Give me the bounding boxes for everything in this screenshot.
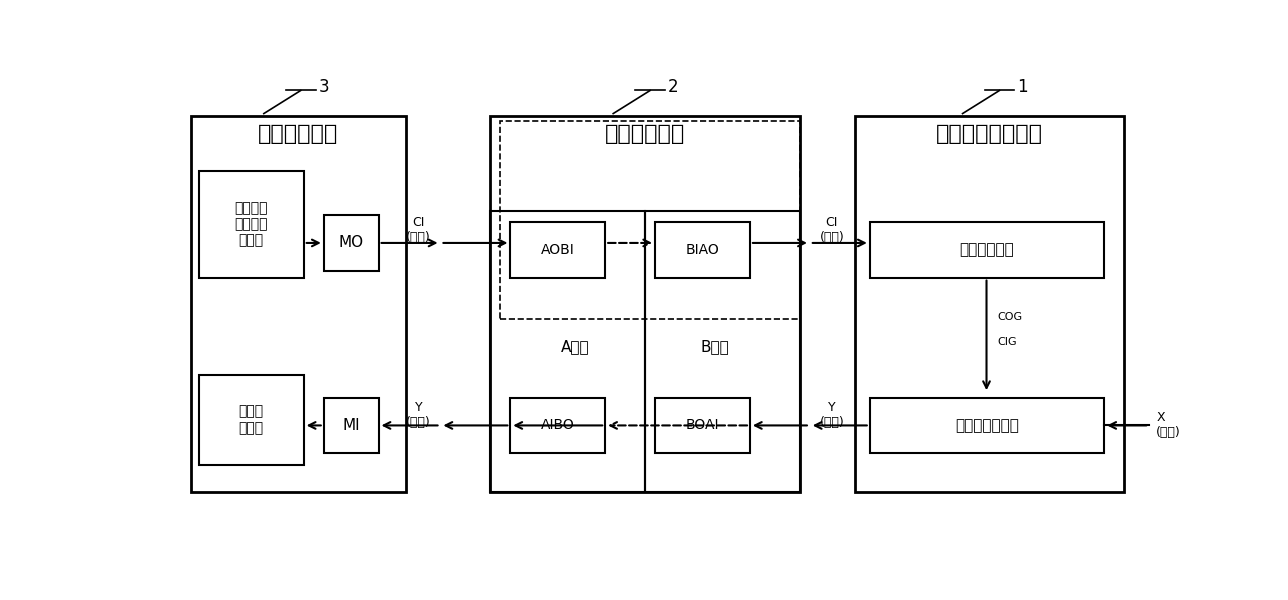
Bar: [656, 398, 750, 453]
Text: 可调幅脉
冲信号发
生单元: 可调幅脉 冲信号发 生单元: [234, 201, 268, 248]
Bar: [491, 116, 800, 493]
Text: A模块: A模块: [562, 340, 590, 355]
Text: X
(多路): X (多路): [1157, 412, 1181, 439]
Text: MI: MI: [343, 418, 359, 433]
Text: 2: 2: [668, 78, 679, 96]
Text: MO: MO: [339, 235, 363, 250]
Bar: [500, 121, 800, 319]
Bar: [198, 172, 304, 278]
Text: AOBI: AOBI: [541, 243, 574, 257]
Text: CI
(一路): CI (一路): [819, 216, 844, 244]
Bar: [198, 374, 304, 464]
Bar: [869, 222, 1104, 278]
Text: BIAO: BIAO: [685, 243, 720, 257]
Text: 信号接
收单元: 信号接 收单元: [238, 404, 264, 435]
Text: 脉冲计数单元: 脉冲计数单元: [960, 242, 1015, 257]
Bar: [869, 398, 1104, 453]
Text: BOAI: BOAI: [685, 418, 719, 433]
Text: 通信连接模块: 通信连接模块: [605, 124, 685, 143]
Bar: [323, 398, 379, 453]
Bar: [323, 215, 379, 271]
Text: 1: 1: [1018, 78, 1028, 96]
Bar: [645, 211, 800, 493]
Text: 多路选一路单元: 多路选一路单元: [956, 418, 1019, 433]
Bar: [510, 222, 605, 278]
Text: COG: COG: [997, 312, 1023, 322]
Text: Y
(一路): Y (一路): [406, 401, 431, 429]
Text: 信号控制选通装置: 信号控制选通装置: [936, 124, 1043, 143]
Bar: [191, 116, 406, 493]
Bar: [510, 398, 605, 453]
Bar: [656, 222, 750, 278]
Bar: [855, 116, 1124, 493]
Text: 信号发收装置: 信号发收装置: [258, 124, 337, 143]
Bar: [491, 211, 645, 493]
Text: B模块: B模块: [701, 340, 729, 355]
Text: CIG: CIG: [997, 337, 1018, 347]
Text: 3: 3: [318, 78, 330, 96]
Text: Y
(一路): Y (一路): [819, 401, 844, 429]
Text: CI
(一路): CI (一路): [406, 216, 431, 244]
Text: AIBO: AIBO: [541, 418, 574, 433]
